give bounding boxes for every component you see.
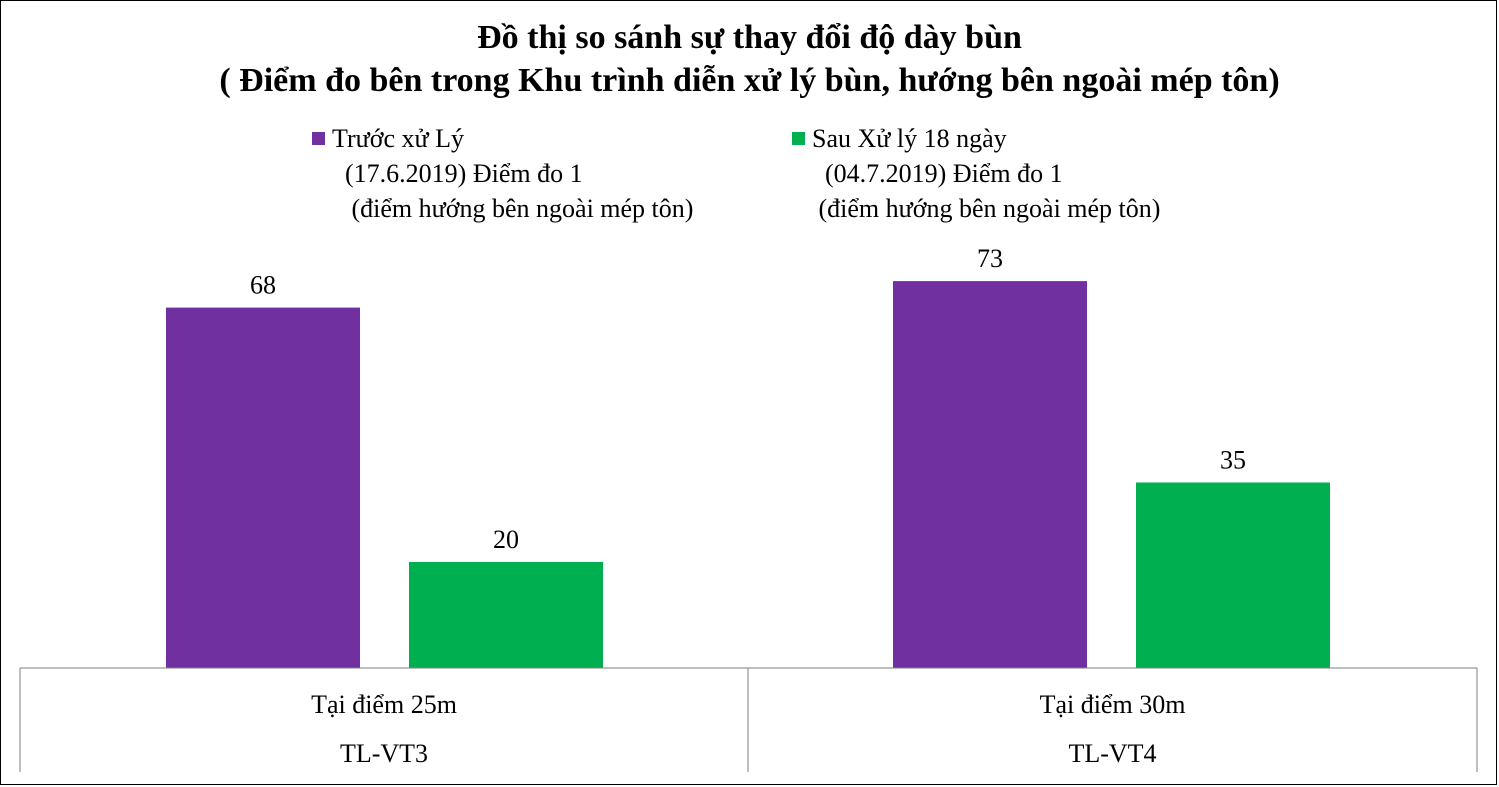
category-label-0: Tại điểm 25m [311, 690, 457, 719]
bar-series0-cat0 [166, 307, 360, 668]
category-group-label-1: TL-VT4 [1068, 739, 1156, 768]
legend-label-before: Trước xử Lý (17.6.2019) Điểm đo 1 (điểm … [332, 124, 694, 223]
data-label-series0-cat0: 68 [250, 271, 276, 300]
chart-subtitle: ( Điểm đo bên trong Khu trình diễn xử lý… [219, 62, 1280, 99]
data-label-series1-cat1: 35 [1220, 446, 1246, 475]
legend-swatch-before [312, 132, 325, 145]
category-label-1: Tại điểm 30m [1040, 690, 1186, 719]
bar-series1-cat0 [409, 562, 603, 668]
category-group-label-0: TL-VT3 [340, 739, 428, 768]
legend-label-after: Sau Xử lý 18 ngày (04.7.2019) Điểm đo 1 … [812, 124, 1161, 223]
legend-item-before: Trước xử Lý (17.6.2019) Điểm đo 1 (điểm … [312, 121, 693, 226]
legend-swatch-after [792, 132, 805, 145]
data-label-series0-cat1: 73 [977, 244, 1003, 273]
bar-series0-cat1 [893, 281, 1087, 668]
legend-item-after: Sau Xử lý 18 ngày (04.7.2019) Điểm đo 1 … [792, 121, 1160, 226]
chart-title: Đồ thị so sánh sự thay đổi độ dày bùn [477, 19, 1022, 56]
bar-series1-cat1 [1136, 482, 1330, 668]
data-label-series1-cat0: 20 [493, 525, 519, 554]
